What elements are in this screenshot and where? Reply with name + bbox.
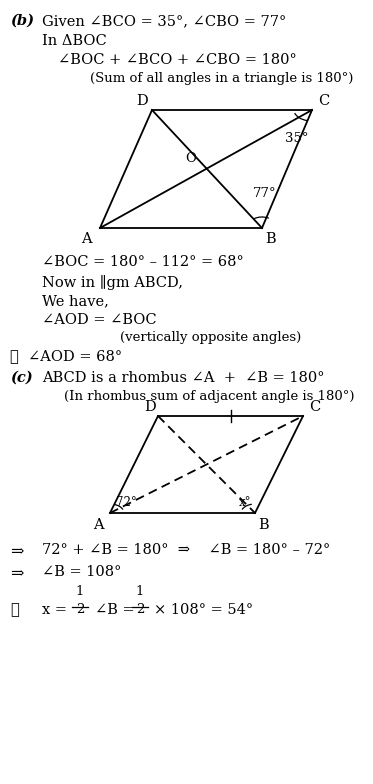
Text: D: D: [136, 94, 148, 108]
Text: 2: 2: [76, 603, 84, 616]
Text: A: A: [81, 232, 92, 246]
Text: (Sum of all angles in a triangle is 180°): (Sum of all angles in a triangle is 180°…: [90, 72, 353, 85]
Text: 35°: 35°: [285, 132, 308, 144]
Text: B: B: [265, 232, 276, 246]
Text: 2: 2: [136, 603, 144, 616]
Text: In ΔBOC: In ΔBOC: [42, 34, 107, 48]
Text: 1: 1: [136, 585, 144, 598]
Text: ∴  ∠AOD = 68°: ∴ ∠AOD = 68°: [10, 349, 122, 363]
Text: × 108° = 54°: × 108° = 54°: [154, 603, 253, 617]
Text: (c): (c): [10, 371, 32, 385]
Text: Now in ∥gm ABCD,: Now in ∥gm ABCD,: [42, 275, 183, 290]
Text: ∠B = 108°: ∠B = 108°: [42, 565, 121, 579]
Text: C: C: [318, 94, 329, 108]
Text: ∠BOC + ∠BCO + ∠CBO = 180°: ∠BOC + ∠BCO + ∠CBO = 180°: [58, 53, 297, 67]
Text: ∠B =: ∠B =: [95, 603, 135, 617]
Text: B: B: [258, 518, 269, 532]
Text: 72° + ∠B = 180°  ⇒    ∠B = 180° – 72°: 72° + ∠B = 180° ⇒ ∠B = 180° – 72°: [42, 543, 330, 557]
Text: Given ∠BCO = 35°, ∠CBO = 77°: Given ∠BCO = 35°, ∠CBO = 77°: [42, 14, 286, 28]
Text: D: D: [144, 400, 156, 414]
Text: ∠AOD = ∠BOC: ∠AOD = ∠BOC: [42, 313, 157, 327]
Text: We have,: We have,: [42, 294, 109, 308]
Text: ∴: ∴: [10, 603, 19, 617]
Text: ⇒: ⇒: [10, 543, 23, 560]
Text: 1: 1: [76, 585, 84, 598]
Text: (b): (b): [10, 14, 34, 28]
Text: ∠BOC = 180° – 112° = 68°: ∠BOC = 180° – 112° = 68°: [42, 255, 244, 269]
Text: 77°: 77°: [253, 187, 277, 199]
Text: A: A: [93, 518, 104, 532]
Text: x =: x =: [42, 603, 67, 617]
Text: ABCD is a rhombus ∠A  +  ∠B = 180°: ABCD is a rhombus ∠A + ∠B = 180°: [42, 371, 325, 385]
Text: (vertically opposite angles): (vertically opposite angles): [120, 331, 301, 344]
Text: (In rhombus sum of adjacent angle is 180°): (In rhombus sum of adjacent angle is 180…: [64, 390, 354, 403]
Text: O: O: [185, 152, 196, 165]
Text: C: C: [309, 400, 320, 414]
Text: 72°: 72°: [116, 496, 137, 509]
Text: ⇒: ⇒: [10, 565, 23, 582]
Text: x°: x°: [238, 496, 251, 509]
